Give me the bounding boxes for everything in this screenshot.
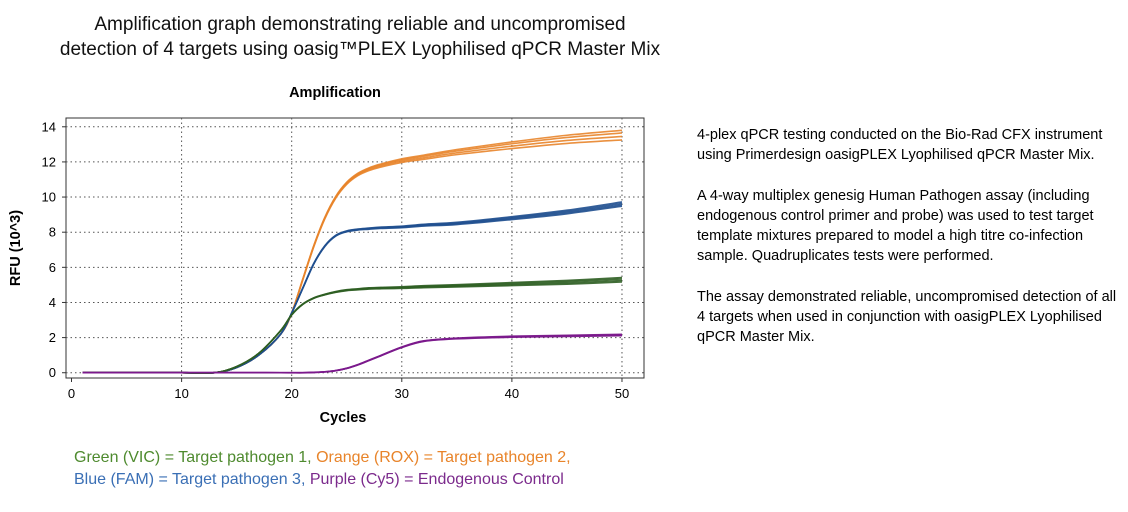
description-paragraph-3: The assay demonstrated reliable, uncompr… bbox=[697, 289, 1117, 345]
description-paragraph-1: 4-plex qPCR testing conducted on the Bio… bbox=[697, 127, 1103, 163]
legend-line-2: Blue (FAM) = Target pathogen 3, Purple (… bbox=[74, 469, 571, 491]
y-tick-label: 8 bbox=[49, 225, 56, 240]
x-tick-label: 0 bbox=[68, 386, 75, 401]
y-tick-label: 12 bbox=[42, 154, 56, 169]
y-tick-label: 2 bbox=[49, 330, 56, 345]
series-legend: Green (VIC) = Target pathogen 1, Orange … bbox=[74, 447, 571, 491]
legend-entry-1-1: Green (VIC) = Target pathogen 1, bbox=[74, 449, 317, 466]
description-paragraph-2: A 4-way multiplex genesig Human Pathogen… bbox=[697, 188, 1094, 264]
amplification-chart: 0 10 20 30 40 50 0 2 4 6 8 10 12 14 Amplification Cycle… bbox=[8, 85, 645, 426]
description-panel: 4-plex qPCR testing conducted on the Bio… bbox=[697, 125, 1117, 368]
x-axis-label: Cycles bbox=[320, 410, 367, 426]
series-4-replicate-4 bbox=[82, 334, 622, 374]
chart-title: Amplification bbox=[289, 85, 381, 101]
legend-line-1: Green (VIC) = Target pathogen 1, Orange … bbox=[74, 447, 571, 469]
figure-title-line-1: Amplification graph demonstrating reliab… bbox=[94, 14, 626, 35]
plot-area bbox=[65, 117, 645, 379]
y-tick-label: 14 bbox=[42, 119, 56, 134]
y-tick-label: 4 bbox=[49, 295, 56, 310]
figure-title: Amplification graph demonstrating reliab… bbox=[10, 12, 710, 62]
x-tick-label: 30 bbox=[395, 386, 409, 401]
x-tick-label: 40 bbox=[505, 386, 519, 401]
x-tick-label: 20 bbox=[284, 386, 298, 401]
legend-entry-1-2: Orange (ROX) = Target pathogen 2, bbox=[316, 449, 571, 466]
y-tick-label: 0 bbox=[49, 365, 56, 380]
y-tick-label: 6 bbox=[49, 260, 56, 275]
y-tick-label: 10 bbox=[42, 190, 56, 205]
legend-entry-2-2: Purple (Cy5) = Endogenous Control bbox=[309, 471, 564, 488]
y-axis-label: RFU (10^3) bbox=[8, 210, 24, 286]
figure-title-line-2: detection of 4 targets using oasig™PLEX … bbox=[59, 39, 661, 60]
legend-entry-2-1: Blue (FAM) = Target pathogen 3, bbox=[74, 471, 310, 488]
x-tick-label: 50 bbox=[615, 386, 629, 401]
x-tick-label: 10 bbox=[174, 386, 188, 401]
